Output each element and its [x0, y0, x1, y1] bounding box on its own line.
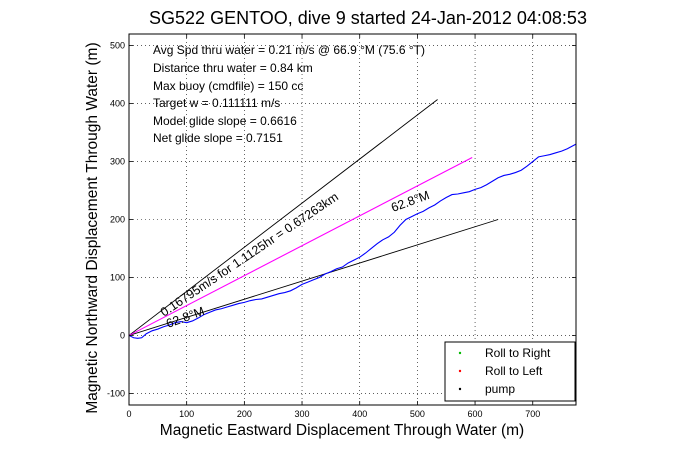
legend: Roll to Right Roll to Left pump — [444, 341, 576, 402]
series-line-0 — [129, 143, 576, 339]
tick-labels: 0 100 200 300 400 500 600 700 -100 0 100 200 300 400 5… — [107, 33, 577, 419]
chart-title: SG522 GENTOO, dive 9 started 24-Jan-2012… — [149, 8, 587, 28]
y-tick-label: 0 — [120, 330, 125, 340]
series-clip-group — [129, 99, 576, 339]
x-tick-label: 700 — [525, 409, 540, 419]
dive-info-block: Avg Spd thru water = 0.21 m/s @ 66.9 °M … — [153, 43, 425, 145]
info-net-glide-slope: Net glide slope = 0.7151 — [153, 131, 283, 145]
info-avg-speed: Avg Spd thru water = 0.21 m/s @ 66.9 °M … — [153, 43, 425, 57]
x-tick-label: 100 — [179, 409, 194, 419]
info-target-w: Target w = 0.111111 m/s — [153, 96, 280, 110]
y-tick-label: 200 — [110, 215, 125, 225]
y-tick-label: 300 — [110, 157, 125, 167]
y-axis-label: Magnetic Northward Displacement Through … — [84, 42, 101, 413]
info-max-buoy: Max buoy (cmdfile) = 150 cc — [153, 79, 303, 93]
x-tick-label: 0 — [126, 409, 131, 419]
x-tick-label: 600 — [468, 409, 483, 419]
legend-marker-roll-left — [458, 369, 462, 373]
y-tick-label: -100 — [107, 388, 125, 398]
legend-label-roll-left: Roll to Left — [485, 364, 543, 378]
x-tick-label: 400 — [352, 409, 367, 419]
axes-frame — [128, 33, 577, 406]
reference-line-1 — [129, 219, 499, 336]
reference-line-0 — [129, 99, 438, 336]
series-layer — [129, 99, 576, 339]
legend-marker-pump — [458, 387, 462, 391]
series-line-1 — [129, 156, 473, 336]
info-model-glide-slope: Model glide slope = 0.6616 — [153, 114, 297, 128]
x-tick-label: 300 — [295, 409, 310, 419]
legend-label-roll-right: Roll to Right — [485, 346, 551, 360]
y-tick-label: 500 — [110, 41, 125, 51]
x-tick-label: 500 — [410, 409, 425, 419]
x-tick-label: 200 — [237, 409, 252, 419]
legend-box — [444, 341, 576, 402]
x-axis-label: Magnetic Eastward Displacement Through W… — [160, 422, 524, 439]
y-tick-label: 400 — [110, 99, 125, 109]
legend-marker-roll-right — [458, 351, 462, 355]
info-distance: Distance thru water = 0.84 km — [153, 61, 313, 75]
legend-label-pump: pump — [485, 382, 515, 396]
y-tick-label: 100 — [110, 272, 125, 282]
